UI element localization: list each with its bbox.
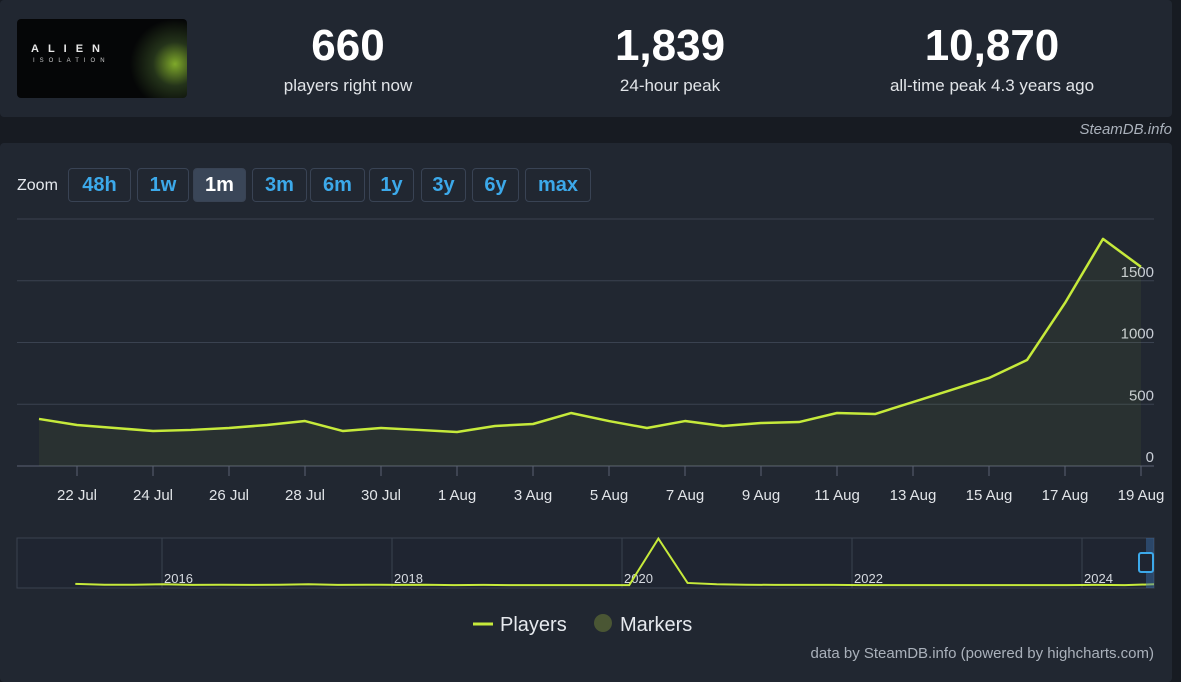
game-logo: ALIEN ISOLATION — [17, 19, 187, 98]
zoom-button[interactable]: 3m — [252, 168, 307, 202]
x-tick-label: 19 Aug — [1118, 487, 1165, 504]
x-tick-label: 24 Jul — [133, 487, 173, 504]
navigator-label: 2022 — [854, 571, 883, 586]
stat-label: 24-hour peak — [619, 76, 721, 95]
x-tick-label: 30 Jul — [361, 487, 401, 504]
navigator-label: 2020 — [624, 571, 653, 586]
x-tick-label: 22 Jul — [57, 487, 97, 504]
legend-label[interactable]: Players — [500, 614, 567, 636]
zoom-button[interactable]: 3y — [421, 168, 466, 202]
logo-title: ALIEN — [31, 43, 109, 55]
stat: 10,870 all-time peak 4.3 years ago — [842, 22, 1142, 96]
x-tick-label: 5 Aug — [590, 487, 628, 504]
stat-label: players right now — [283, 76, 413, 95]
chart-panel — [0, 143, 1172, 682]
zoom-button[interactable]: 1w — [137, 168, 189, 202]
x-tick-label: 15 Aug — [966, 487, 1013, 504]
x-tick-label: 3 Aug — [514, 487, 552, 504]
stat-label: all-time peak 4.3 years ago — [889, 76, 1095, 95]
x-tick-label: 13 Aug — [890, 487, 937, 504]
y-tick-label: 1500 — [1121, 264, 1154, 281]
stat: 660 players right now — [198, 22, 498, 96]
zoom-button[interactable]: 6y — [472, 168, 519, 202]
zoom-button[interactable]: 1y — [369, 168, 414, 202]
legend-swatch — [594, 614, 612, 632]
navigator-line — [75, 536, 1155, 587]
zoom-button[interactable]: 6m — [310, 168, 365, 202]
zoom-button[interactable]: max — [525, 168, 591, 202]
navigator-label: 2018 — [394, 571, 423, 586]
x-tick-label: 17 Aug — [1042, 487, 1089, 504]
x-tick-label: 1 Aug — [438, 487, 476, 504]
source-link[interactable]: SteamDB.info — [1079, 121, 1172, 138]
zoom-button[interactable]: 1m — [193, 168, 246, 202]
zoom-label: Zoom — [17, 177, 58, 194]
plot — [38, 237, 1142, 466]
area — [39, 238, 1141, 466]
stat: 1,839 24-hour peak — [520, 22, 820, 96]
x-tick-label: 28 Jul — [285, 487, 325, 504]
stat-value: 1,839 — [614, 21, 726, 70]
y-tick-label: 0 — [1146, 449, 1154, 466]
line — [38, 237, 1142, 434]
stat-value: 660 — [311, 21, 385, 70]
x-tick-label: 11 Aug — [814, 487, 860, 504]
legend-label[interactable]: Markers — [620, 614, 692, 636]
x-tick-label: 7 Aug — [666, 487, 704, 504]
y-tick-label: 500 — [1129, 387, 1154, 404]
zoom-button[interactable]: 48h — [68, 168, 131, 202]
navigator-handle[interactable] — [1138, 552, 1154, 573]
y-tick-label: 1000 — [1121, 326, 1154, 343]
x-tick-label: 9 Aug — [742, 487, 780, 504]
navigator-label: 2016 — [164, 571, 193, 586]
header-panel: ALIEN ISOLATION 660 players right now 1,8… — [0, 0, 1172, 117]
credits: data by SteamDB.info (powered by highcha… — [811, 645, 1155, 662]
logo-subtitle: ISOLATION — [33, 58, 110, 64]
navigator-label: 2024 — [1084, 571, 1113, 586]
x-tick-label: 26 Jul — [209, 487, 249, 504]
stat-value: 10,870 — [924, 21, 1060, 70]
